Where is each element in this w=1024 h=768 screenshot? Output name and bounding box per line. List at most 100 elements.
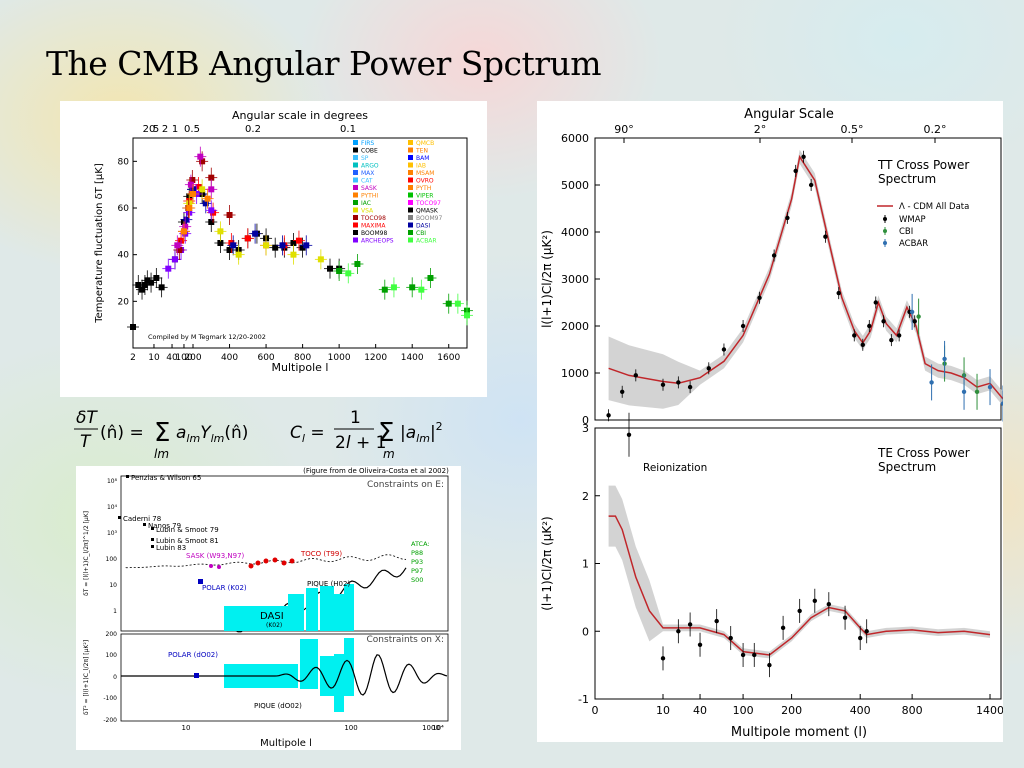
te-point <box>728 635 733 641</box>
experiment-label: Penzias & Wilson 65 <box>131 474 201 482</box>
data-point <box>176 247 183 253</box>
y-tick-label: 40 <box>118 251 130 261</box>
wmap-point <box>633 373 638 378</box>
e-y-tick-label: 10 <box>109 582 117 589</box>
data-point <box>290 251 297 258</box>
data-point <box>290 240 297 246</box>
upper-limit-marker <box>151 527 154 530</box>
sask-point <box>217 565 221 569</box>
x-tick-label: 100 <box>175 353 192 363</box>
upper-limit-marker <box>118 516 121 519</box>
dasi-sub-label: (K02) <box>266 622 282 629</box>
wmap-point <box>606 413 611 418</box>
wmap-point <box>823 234 828 239</box>
tt-annotation-line2: Spectrum <box>878 172 936 186</box>
acbar-point <box>987 384 993 390</box>
data-point <box>174 242 181 249</box>
legend-label: IAC <box>361 200 371 207</box>
experiment-label: PIQUE (dO02) <box>254 702 302 710</box>
y-tick-label: 20 <box>118 297 130 307</box>
te-point <box>858 635 863 641</box>
wmap-point <box>785 215 790 221</box>
legend-label: TEN <box>415 148 428 155</box>
data-point <box>183 216 190 223</box>
te-point <box>780 625 786 631</box>
legend-label: VIPER <box>416 193 433 200</box>
data-point <box>418 286 425 293</box>
legend-marker <box>408 222 413 228</box>
data-point <box>226 212 233 218</box>
data-point <box>204 195 211 202</box>
legend-marker <box>408 162 413 168</box>
data-point <box>272 244 279 251</box>
data-point <box>208 186 215 193</box>
tt-y-axis-label: l(l+1)Cl/2π (μK²) <box>540 230 554 328</box>
te-point <box>767 662 772 668</box>
x-tick-label: 0 <box>592 704 599 717</box>
data-point <box>190 191 196 197</box>
data-point <box>295 237 302 244</box>
data-point <box>197 153 204 160</box>
top-tick-label: 0.5° <box>841 123 864 136</box>
cbi-point <box>974 389 980 394</box>
data-point <box>202 200 209 207</box>
top-tick-label: 2 <box>162 124 168 135</box>
legend-label: CBI <box>416 230 426 237</box>
acbar-point <box>929 380 934 385</box>
x-tick-label: 800 <box>294 353 311 363</box>
dasi-box <box>300 639 318 689</box>
te-y-tick-label: -1 <box>578 693 589 706</box>
legend-marker <box>353 237 358 243</box>
top-tick-label: 0.5 <box>184 124 200 135</box>
tt-y-tick-label: 2000 <box>561 320 589 333</box>
data-point <box>354 261 361 267</box>
top-tick-label: 1 <box>172 124 178 135</box>
tt-y-tick-label: 6000 <box>561 132 589 145</box>
upper-limit-marker <box>151 545 154 548</box>
legend-marker <box>408 215 413 220</box>
toco-point <box>263 558 269 564</box>
wmap-point <box>740 323 746 329</box>
te-point <box>842 615 848 620</box>
legend-label: ACBAR <box>416 238 437 245</box>
te-point <box>660 656 666 661</box>
caption: (Figure from de Oliveira-Costa et al 200… <box>303 467 449 475</box>
upper-limit-marker <box>126 475 129 478</box>
legend-label: TOCO97 <box>415 200 441 207</box>
data-point <box>135 282 142 288</box>
data-point <box>217 240 224 246</box>
data-point <box>279 242 286 249</box>
y-tick-label: 60 <box>118 204 130 214</box>
top-axis-title: Angular Scale <box>744 107 834 122</box>
te-point <box>714 618 719 624</box>
dasi-box <box>334 594 344 631</box>
legend-label: SP <box>361 155 369 162</box>
tt-y-tick-label: 3000 <box>561 273 589 286</box>
legend-marker <box>353 140 358 145</box>
data-point <box>345 270 352 277</box>
te-model-line <box>608 515 991 656</box>
experiment-label: POLAR (dO02) <box>168 651 218 659</box>
wmap-point <box>620 389 625 394</box>
atca-label: S00 <box>411 576 423 584</box>
legend-label: CBI <box>899 227 913 237</box>
x-tick-label: 10 <box>182 724 191 732</box>
page-title: The CMB Angular Power Spctrum <box>46 44 602 83</box>
x-tick-label: 600 <box>257 353 274 363</box>
toco-point <box>248 563 254 569</box>
x-tick-label: 10 <box>148 353 160 363</box>
wmap-point <box>873 300 878 305</box>
top-tick-label: 20 <box>143 124 156 135</box>
x-y-axis-label: δT² = [l(l+1)C_l/2π] [μK²] <box>83 640 90 715</box>
experiment-label: Lubin 83 <box>156 544 186 552</box>
atca-label: P93 <box>411 558 423 566</box>
x-tick-label: 100 <box>344 724 357 732</box>
eq-lhs: (n̂) = <box>100 423 144 443</box>
wmap-point <box>912 319 917 324</box>
atca-label: ATCA: <box>411 540 430 548</box>
wmap-point <box>896 333 902 338</box>
cbi-point <box>916 314 921 319</box>
wmap-point <box>889 337 894 343</box>
experiment-label: Caderni 78 <box>123 515 161 523</box>
